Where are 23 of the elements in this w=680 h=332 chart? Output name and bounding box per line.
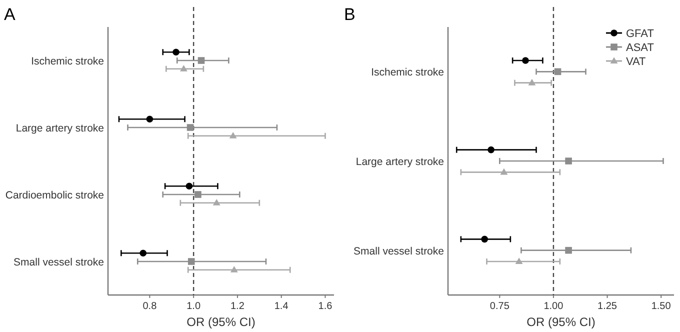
y-tick-label: Large artery stroke	[356, 156, 444, 168]
x-tick-label: 1.50	[651, 301, 672, 312]
x-tick-label: 1.6	[318, 301, 333, 312]
x-tick-label: 1.2	[230, 301, 245, 312]
y-tick-label: Cardioembolic stroke	[5, 190, 104, 202]
legend-label: VAT	[626, 56, 646, 68]
x-tick-label: 1.4	[274, 301, 289, 312]
x-tick-label: 0.75	[490, 301, 510, 312]
x-tick-label: 1.25	[598, 301, 618, 312]
x-tick-label: 0.8	[142, 301, 158, 312]
x-axis-title: OR (95% CI)	[526, 315, 596, 329]
x-axis-title: OR (95% CI)	[186, 315, 256, 329]
x-tick-label: 1.0	[186, 301, 201, 312]
y-tick-label: Ischemic stroke	[31, 56, 104, 68]
y-tick-label: Large artery stroke	[16, 122, 104, 134]
chart-title: A	[4, 5, 16, 24]
y-tick-label: Small vessel stroke	[354, 245, 444, 258]
y-tick-label: Ischemic stroke	[371, 66, 444, 79]
y-tick-label: Small vessel stroke	[14, 256, 104, 268]
x-tick-label: 1.00	[544, 301, 564, 312]
chart-title: B	[344, 5, 356, 24]
legend-label: GFAT	[626, 28, 654, 40]
legend-label: ASAT	[626, 42, 654, 54]
